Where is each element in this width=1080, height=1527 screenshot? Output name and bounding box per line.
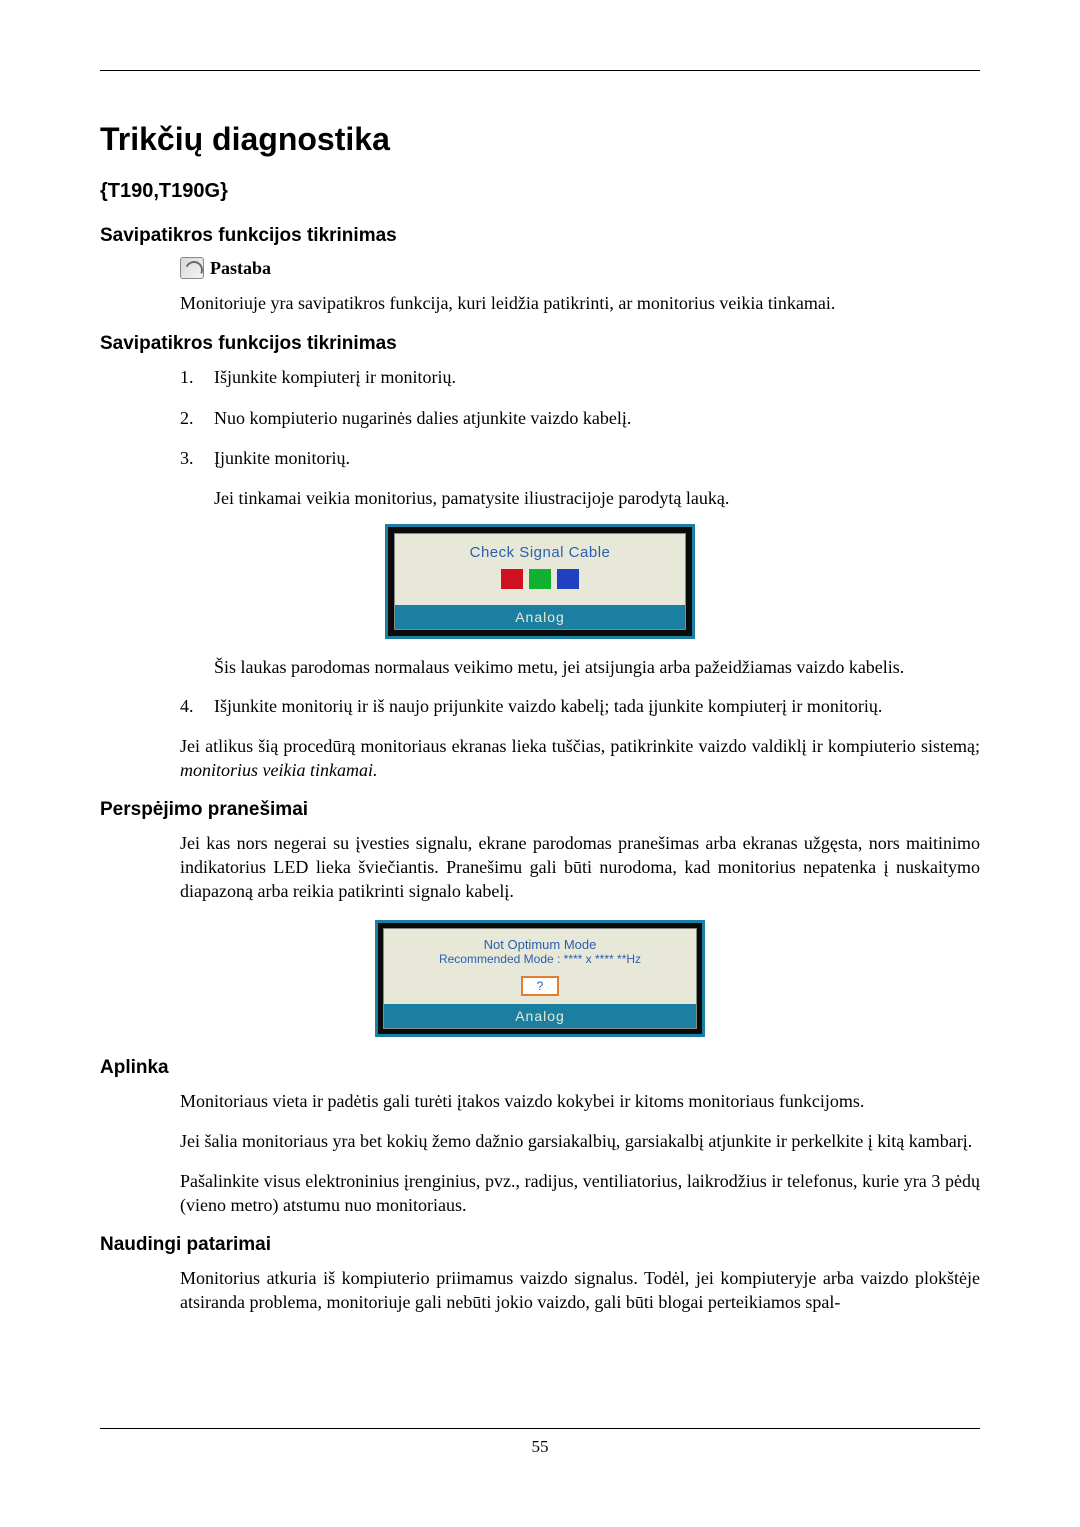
page-title: Trikčių diagnostika: [100, 121, 980, 158]
dialog-panel-2: Not Optimum Mode Recommended Mode : ****…: [383, 928, 697, 1029]
after-steps: Jei atlikus šią procedūrą monitoriaus ek…: [180, 734, 980, 783]
note-label: Pastaba: [210, 258, 271, 279]
note-row: Pastaba: [180, 257, 980, 279]
after-steps-italic: monitorius veikia tinkamai.: [180, 760, 377, 780]
model-heading: {T190,T190G}: [100, 180, 980, 203]
selftest-heading-1: Savipatikros funkcijos tikrinimas: [100, 225, 980, 247]
env-p2: Jei šalia monitoriaus yra bet kokių žemo…: [180, 1129, 980, 1153]
top-rule: [100, 70, 980, 71]
step-1: 1. Išjunkite kompiuterį ir monitorių.: [180, 365, 980, 389]
step-number: 2.: [180, 406, 214, 430]
step-2: 2. Nuo kompiuterio nugarinės dalies atju…: [180, 406, 980, 430]
not-optimum-dialog: Not Optimum Mode Recommended Mode : ****…: [375, 920, 705, 1037]
selftest-heading-2: Savipatikros funkcijos tikrinimas: [100, 333, 980, 355]
tips-heading: Naudingi patarimai: [100, 1234, 980, 1256]
step3-after: Jei tinkamai veikia monitorius, pamatysi…: [214, 486, 980, 510]
question-button: ?: [521, 976, 560, 996]
warning-heading: Perspėjimo pranešimai: [100, 799, 980, 821]
warning-body: Jei kas nors negerai su įvesties signalu…: [180, 831, 980, 904]
after-steps-text: Jei atlikus šią procedūrą monitoriaus ek…: [180, 736, 980, 756]
step-text: Nuo kompiuterio nugarinės dalies atjunki…: [214, 406, 980, 430]
page-number: 55: [532, 1437, 549, 1456]
blue-square: [557, 569, 579, 589]
rgb-squares: [501, 569, 579, 605]
step-number: 4.: [180, 694, 214, 718]
dialog-panel: Check Signal Cable Analog: [394, 533, 686, 630]
tips-p1: Monitorius atkuria iš kompiuterio priima…: [180, 1266, 980, 1315]
env-p1: Monitoriaus vieta ir padėtis gali turėti…: [180, 1089, 980, 1113]
note-icon: [180, 257, 204, 279]
not-optimum-line2: Recommended Mode : **** x **** **Hz: [439, 952, 641, 966]
step-text: Įjunkite monitorių.: [214, 446, 980, 470]
env-heading: Aplinka: [100, 1057, 980, 1079]
step-number: 3.: [180, 446, 214, 470]
step3-note: Šis laukas parodomas normalaus veikimo m…: [214, 655, 980, 679]
check-signal-text: Check Signal Cable: [470, 534, 611, 569]
check-signal-dialog: Check Signal Cable Analog: [385, 524, 695, 639]
green-square: [529, 569, 551, 589]
step-text: Išjunkite monitorių ir iš naujo prijunki…: [214, 694, 980, 718]
analog-band: Analog: [395, 605, 685, 629]
step-text: Išjunkite kompiuterį ir monitorių.: [214, 365, 980, 389]
not-optimum-line1: Not Optimum Mode: [484, 937, 597, 952]
step-4: 4. Išjunkite monitorių ir iš naujo priju…: [180, 694, 980, 718]
selftest-intro: Monitoriuje yra savipatikros funkcija, k…: [180, 291, 980, 315]
footer: 55: [100, 1428, 980, 1457]
step-number: 1.: [180, 365, 214, 389]
analog-band-2: Analog: [384, 1004, 696, 1028]
steps-list: 1. Išjunkite kompiuterį ir monitorių. 2.…: [180, 365, 980, 470]
env-p3: Pašalinkite visus elektroninius įrengini…: [180, 1169, 980, 1218]
step-3: 3. Įjunkite monitorių.: [180, 446, 980, 470]
red-square: [501, 569, 523, 589]
steps-list-cont: 4. Išjunkite monitorių ir iš naujo priju…: [180, 694, 980, 718]
